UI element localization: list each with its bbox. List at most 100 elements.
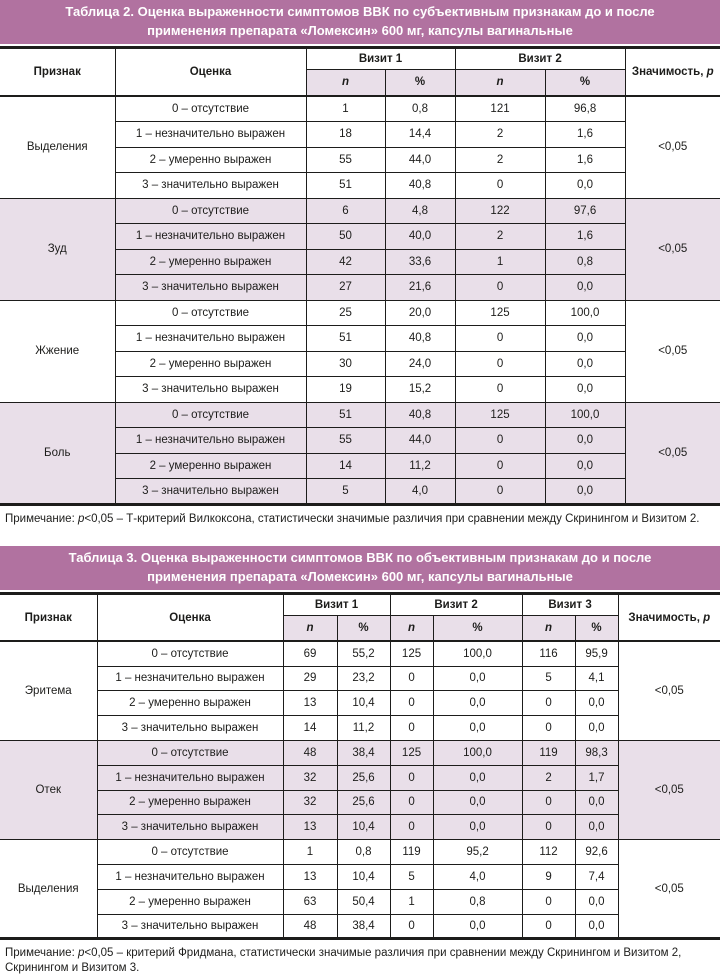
note-text: <0,05 – критерий Фридмана, статистически… bbox=[5, 947, 682, 974]
value-cell: 0 bbox=[454, 478, 546, 505]
value-cell: 48 bbox=[282, 913, 338, 940]
score-cell: 0 – отсутствие bbox=[96, 739, 284, 766]
col-header-n: n bbox=[521, 614, 576, 643]
value-cell: 97,6 bbox=[544, 197, 626, 225]
value-cell: 5 bbox=[521, 665, 576, 692]
value-cell: 19 bbox=[305, 376, 386, 403]
score-cell: 3 – значительно выражен bbox=[97, 715, 284, 741]
table-row: 1 – незначительно выражен 51 40,8 0 0,0 bbox=[0, 325, 720, 352]
col-header-visit-2: Визит 2 bbox=[389, 592, 523, 616]
significance-cell: <0,05 bbox=[624, 95, 720, 199]
table-row: 2 – умеренно выражен 30 24,0 0 0,0 bbox=[0, 350, 720, 378]
value-cell: 0,0 bbox=[544, 427, 626, 454]
value-cell: 0 bbox=[521, 690, 576, 717]
score-cell: 2 – умеренно выражен bbox=[97, 789, 284, 816]
value-cell: 1 bbox=[305, 95, 386, 123]
table-row: 2 – умеренно выражен 32 25,6 0 0,0 0 0,0 bbox=[0, 789, 720, 816]
value-cell: 0 bbox=[521, 789, 576, 816]
table-row: 3 – значительно выражен 5 4,0 0 0,0 bbox=[0, 478, 720, 505]
col-header-percent: % bbox=[574, 614, 619, 643]
table2-title: Таблица 2. Оценка выраженности симптомов… bbox=[0, 0, 720, 44]
score-cell: 0 – отсутствие bbox=[114, 95, 307, 123]
table-row: 1 – незначительно выражен 29 23,2 0 0,0 5 4,1 bbox=[0, 665, 720, 692]
value-cell: 0,8 bbox=[544, 248, 626, 276]
col-header-n: n bbox=[454, 68, 546, 98]
score-cell: 2 – умеренно выражен bbox=[115, 248, 307, 276]
table-row: 1 – незначительно выражен 50 40,0 2 1,6 bbox=[0, 223, 720, 250]
value-cell: 7,4 bbox=[574, 863, 619, 890]
col-header-significance: Значимость, p bbox=[617, 592, 720, 642]
value-cell: 32 bbox=[282, 764, 338, 791]
value-cell: 51 bbox=[305, 325, 386, 352]
value-cell: 13 bbox=[282, 690, 338, 717]
table-row: 3 – значительно выражен 51 40,8 0 0,0 bbox=[0, 172, 720, 199]
score-cell: 0 – отсутствие bbox=[114, 401, 307, 429]
header-row: Признак Оценка Визит 1 Визит 2 Значимость, p bbox=[0, 46, 720, 97]
value-cell: 32 bbox=[282, 789, 338, 816]
score-cell: 0 – отсутствие bbox=[96, 640, 284, 667]
value-cell: 100,0 bbox=[544, 299, 626, 327]
value-cell: 4,0 bbox=[384, 478, 456, 505]
value-cell: 1 bbox=[454, 248, 546, 276]
value-cell: 0 bbox=[454, 325, 546, 352]
value-cell: 0 bbox=[389, 715, 434, 741]
value-cell: 40,0 bbox=[384, 223, 456, 250]
value-cell: 4,8 bbox=[384, 197, 456, 225]
table2-note: Примечание: p<0,05 – Т-критерий Вилкоксо… bbox=[0, 512, 720, 526]
score-cell: 3 – значительно выражен bbox=[115, 172, 307, 199]
score-cell: 3 – значительно выражен bbox=[115, 274, 307, 301]
value-cell: 18 bbox=[305, 121, 386, 148]
value-cell: 0,0 bbox=[432, 913, 523, 940]
value-cell: 112 bbox=[521, 839, 576, 865]
score-cell: 1 – незначительно выражен bbox=[115, 121, 307, 148]
score-cell: 1 – незначительно выражен bbox=[97, 665, 284, 692]
group-name-cell: Жжение bbox=[0, 299, 116, 403]
value-cell: 98,3 bbox=[574, 739, 619, 766]
col-header-significance: Значимость, p bbox=[624, 46, 720, 97]
value-cell: 23,2 bbox=[336, 665, 391, 692]
value-cell: 95,9 bbox=[574, 640, 619, 667]
value-cell: 15,2 bbox=[384, 376, 456, 403]
table-row: Отек 0 – отсутствие 48 38,4 125 100,0 119 98,3 <… bbox=[0, 739, 720, 841]
value-cell: 5 bbox=[305, 478, 386, 505]
note-text: <0,05 – Т-критерий Вилкоксона, статистич… bbox=[84, 512, 700, 525]
table-row: 2 – умеренно выражен 63 50,4 1 0,8 0 0,0 bbox=[0, 888, 720, 915]
value-cell: 0 bbox=[521, 913, 576, 940]
value-cell: 14,4 bbox=[384, 121, 456, 148]
value-cell: 0,0 bbox=[544, 325, 626, 352]
value-cell: 38,4 bbox=[336, 913, 391, 940]
value-cell: 125 bbox=[389, 739, 434, 766]
value-cell: 0,0 bbox=[432, 789, 523, 816]
significance-cell: <0,05 bbox=[624, 197, 720, 301]
value-cell: 122 bbox=[454, 197, 546, 225]
value-cell: 0 bbox=[389, 814, 434, 841]
value-cell: 1 bbox=[282, 839, 338, 865]
value-cell: 125 bbox=[454, 299, 546, 327]
value-cell: 2 bbox=[521, 764, 576, 791]
group-name-cell: Выделения bbox=[0, 95, 116, 199]
note-prefix: Примечание: bbox=[5, 947, 78, 960]
score-cell: 2 – умеренно выражен bbox=[97, 690, 284, 717]
value-cell: 125 bbox=[454, 401, 546, 429]
score-cell: 2 – умеренно выражен bbox=[115, 146, 307, 174]
table-row: 1 – незначительно выражен 13 10,4 5 4,0 9 7,4 bbox=[0, 863, 720, 890]
value-cell: 0 bbox=[389, 764, 434, 791]
table-row: Выделения 0 – отсутствие 1 0,8 121 96,8 <0,05 bbox=[0, 95, 720, 199]
value-cell: 11,2 bbox=[384, 452, 456, 480]
value-cell: 55 bbox=[305, 427, 386, 454]
col-header-percent: % bbox=[336, 614, 391, 643]
value-cell: 4,1 bbox=[574, 665, 619, 692]
value-cell: 0 bbox=[454, 376, 546, 403]
col-header-n: n bbox=[283, 614, 338, 643]
value-cell: 0,0 bbox=[544, 350, 626, 378]
score-cell: 1 – незначительно выражен bbox=[115, 223, 307, 250]
score-cell: 1 – незначительно выражен bbox=[97, 863, 284, 890]
score-cell: 3 – значительно выражен bbox=[115, 478, 307, 505]
value-cell: 0,0 bbox=[432, 715, 523, 741]
value-cell: 48 bbox=[282, 739, 338, 766]
note-prefix: Примечание: bbox=[5, 512, 78, 525]
value-cell: 44,0 bbox=[384, 427, 456, 454]
significance-cell: <0,05 bbox=[617, 839, 720, 940]
value-cell: 119 bbox=[521, 739, 576, 766]
col-header-visit-1: Визит 1 bbox=[282, 592, 391, 616]
